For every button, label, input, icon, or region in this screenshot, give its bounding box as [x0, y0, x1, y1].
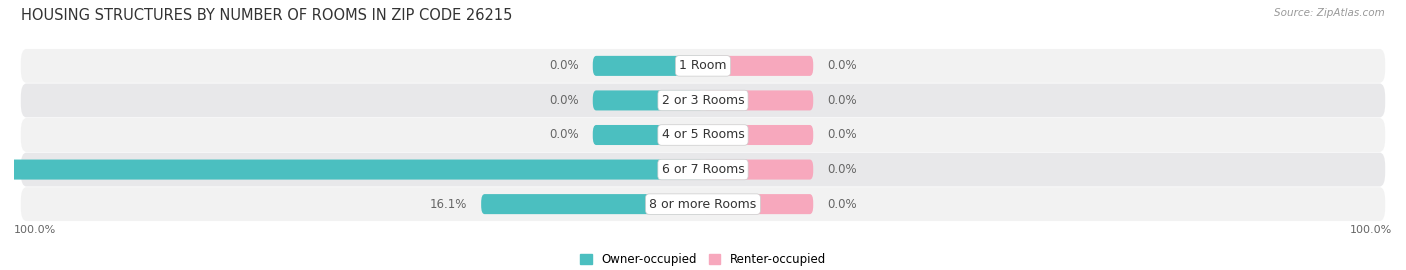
Text: 0.0%: 0.0%	[827, 163, 856, 176]
Text: 0.0%: 0.0%	[550, 59, 579, 72]
Text: 0.0%: 0.0%	[827, 198, 856, 211]
FancyBboxPatch shape	[21, 187, 1385, 221]
FancyBboxPatch shape	[0, 160, 703, 180]
Text: 100.0%: 100.0%	[14, 225, 56, 235]
Text: 0.0%: 0.0%	[827, 94, 856, 107]
FancyBboxPatch shape	[703, 160, 813, 180]
Text: 16.1%: 16.1%	[430, 198, 467, 211]
FancyBboxPatch shape	[21, 153, 1385, 187]
FancyBboxPatch shape	[481, 194, 703, 214]
FancyBboxPatch shape	[21, 118, 1385, 152]
Text: 6 or 7 Rooms: 6 or 7 Rooms	[662, 163, 744, 176]
FancyBboxPatch shape	[703, 56, 813, 76]
FancyBboxPatch shape	[21, 49, 1385, 83]
Text: Source: ZipAtlas.com: Source: ZipAtlas.com	[1274, 8, 1385, 18]
Text: 1 Room: 1 Room	[679, 59, 727, 72]
FancyBboxPatch shape	[703, 90, 813, 110]
Text: 2 or 3 Rooms: 2 or 3 Rooms	[662, 94, 744, 107]
Text: 0.0%: 0.0%	[550, 129, 579, 141]
FancyBboxPatch shape	[593, 125, 703, 145]
Text: 0.0%: 0.0%	[827, 59, 856, 72]
Text: 0.0%: 0.0%	[550, 94, 579, 107]
Text: 8 or more Rooms: 8 or more Rooms	[650, 198, 756, 211]
Text: 4 or 5 Rooms: 4 or 5 Rooms	[662, 129, 744, 141]
FancyBboxPatch shape	[703, 125, 813, 145]
FancyBboxPatch shape	[593, 56, 703, 76]
Text: HOUSING STRUCTURES BY NUMBER OF ROOMS IN ZIP CODE 26215: HOUSING STRUCTURES BY NUMBER OF ROOMS IN…	[21, 8, 512, 23]
Text: 100.0%: 100.0%	[1350, 225, 1392, 235]
FancyBboxPatch shape	[21, 83, 1385, 117]
Text: 0.0%: 0.0%	[827, 129, 856, 141]
FancyBboxPatch shape	[703, 194, 813, 214]
Legend: Owner-occupied, Renter-occupied: Owner-occupied, Renter-occupied	[575, 248, 831, 270]
FancyBboxPatch shape	[593, 90, 703, 110]
